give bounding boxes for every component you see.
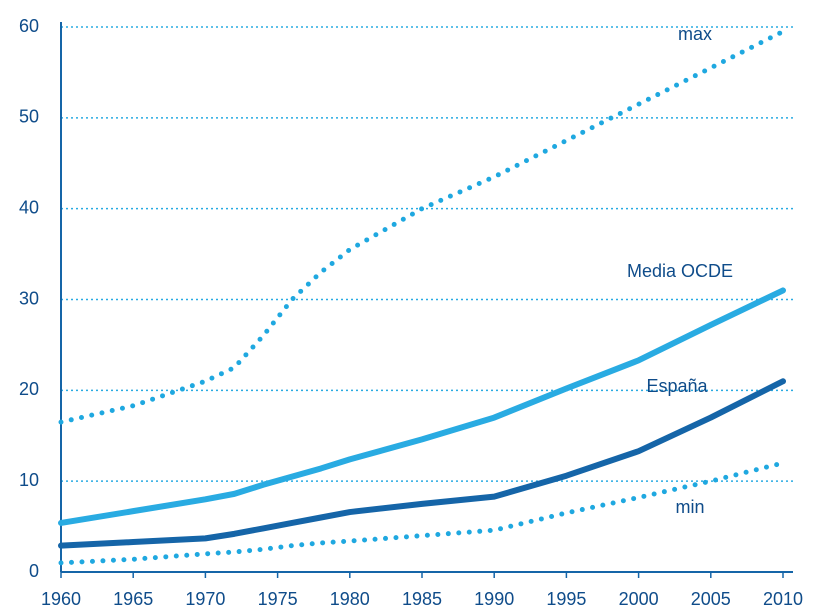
y-tick-label: 40	[19, 197, 39, 217]
series-label: max	[678, 24, 712, 44]
series-label: min	[675, 497, 704, 517]
x-tick-label: 1970	[185, 589, 225, 609]
x-tick-label: 1985	[402, 589, 442, 609]
x-tick-label: 2005	[691, 589, 731, 609]
series-label: Media OCDE	[627, 261, 733, 281]
x-tick-label: 2010	[763, 589, 803, 609]
y-tick-label: 50	[19, 107, 39, 127]
x-tick-label: 1975	[258, 589, 298, 609]
y-tick-label: 60	[19, 16, 39, 36]
y-tick-label: 10	[19, 470, 39, 490]
y-tick-label: 0	[29, 561, 39, 581]
x-tick-label: 2000	[619, 589, 659, 609]
series-line	[58, 460, 786, 566]
y-tick-label: 30	[19, 288, 39, 308]
series-line	[58, 29, 786, 425]
x-tick-label: 1980	[330, 589, 370, 609]
x-tick-label: 1960	[41, 589, 81, 609]
x-tick-label: 1990	[474, 589, 514, 609]
y-tick-label: 20	[19, 379, 39, 399]
series-label: España	[646, 376, 708, 396]
series-line	[58, 287, 786, 526]
x-tick-label: 1965	[113, 589, 153, 609]
x-tick-label: 1995	[546, 589, 586, 609]
series-line	[58, 378, 786, 549]
